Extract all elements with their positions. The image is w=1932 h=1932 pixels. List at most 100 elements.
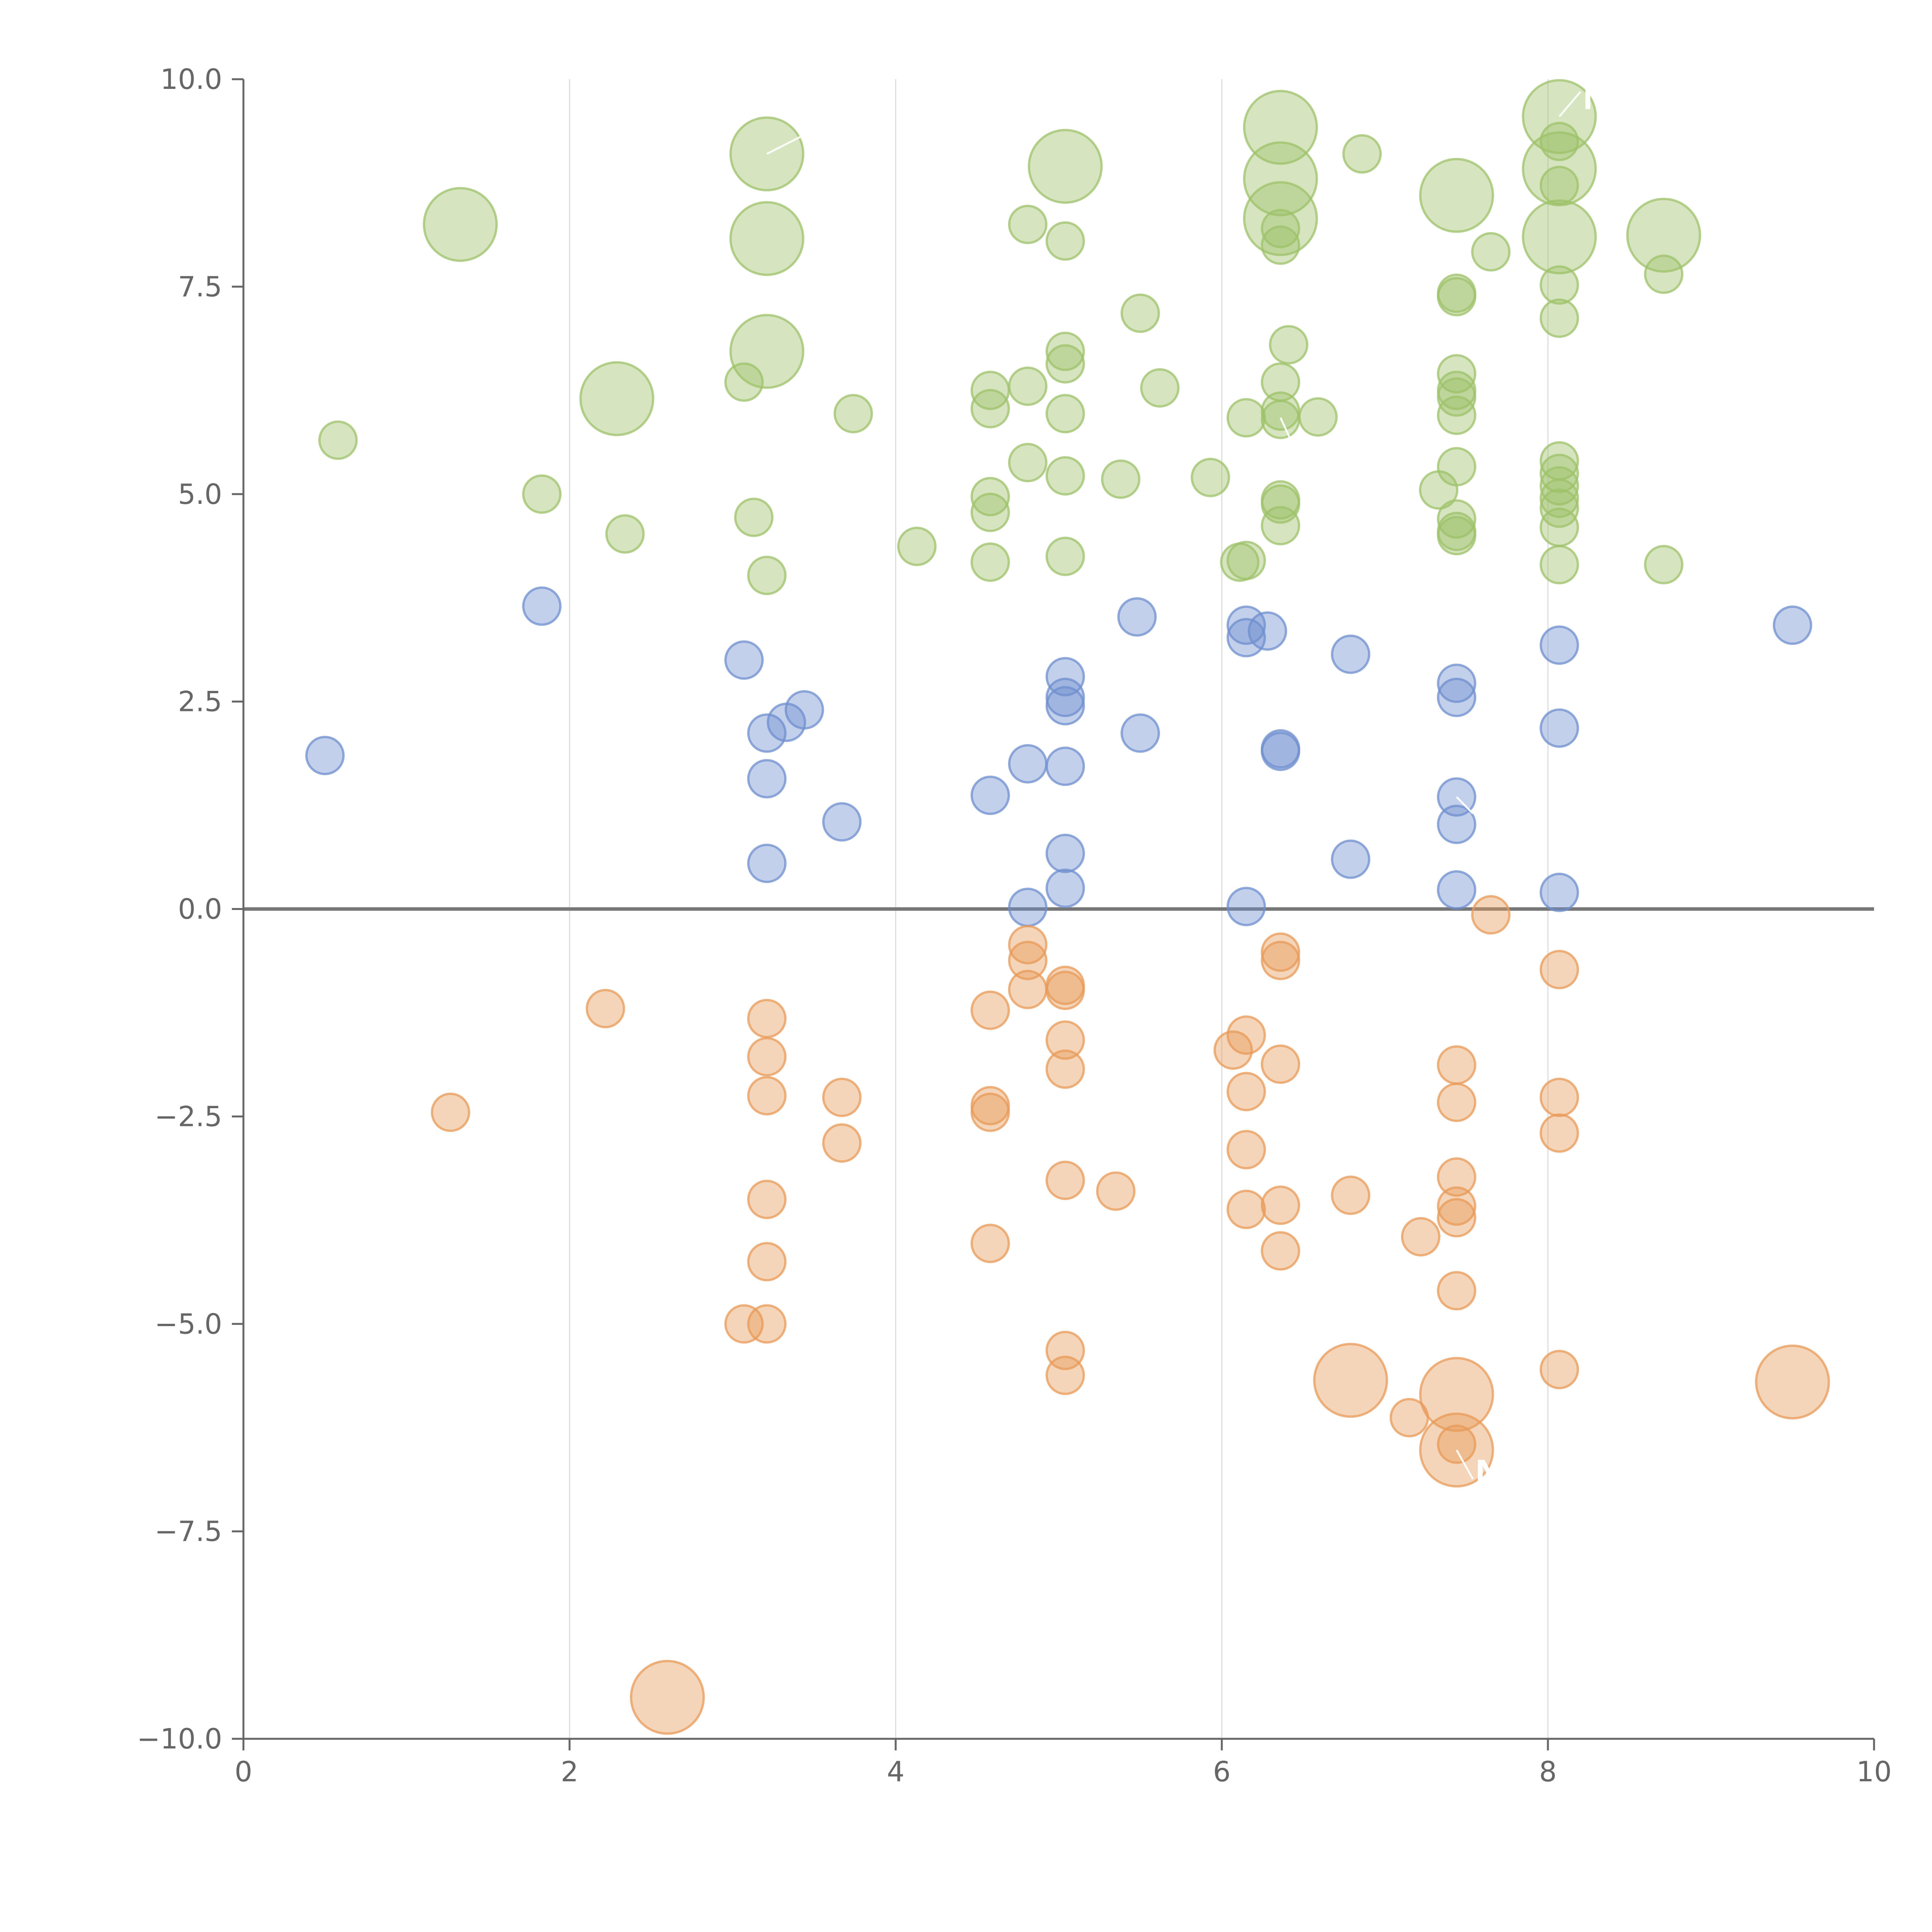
data-point-green bbox=[1269, 325, 1309, 365]
data-point-green bbox=[1260, 225, 1300, 265]
data-point-green bbox=[1260, 391, 1300, 431]
data-point-orange bbox=[747, 1037, 787, 1077]
data-point-blue bbox=[305, 736, 345, 776]
annotation-leader bbox=[1456, 796, 1474, 815]
data-point-orange bbox=[1331, 1175, 1371, 1215]
data-point-green bbox=[1437, 516, 1476, 556]
data-point-green bbox=[1626, 197, 1701, 273]
data-point-green bbox=[970, 542, 1010, 582]
data-point-orange bbox=[747, 1180, 787, 1219]
data-point-orange bbox=[630, 1660, 705, 1735]
data-point-blue bbox=[747, 759, 787, 799]
data-point-orange bbox=[585, 989, 625, 1029]
data-point-blue bbox=[1045, 747, 1085, 786]
data-point-orange bbox=[970, 1092, 1010, 1132]
annotation-leader bbox=[766, 132, 808, 155]
y-tick-label: −2.5 bbox=[155, 1100, 222, 1133]
data-point-green bbox=[1008, 443, 1048, 483]
x-tick-label: 0 bbox=[235, 1755, 252, 1788]
data-point-green bbox=[1419, 158, 1494, 233]
data-point-green bbox=[1260, 506, 1300, 546]
data-point-green bbox=[1243, 181, 1318, 256]
data-point-green bbox=[1437, 354, 1476, 394]
data-point-green bbox=[605, 514, 645, 554]
y-tick-label: −7.5 bbox=[155, 1515, 222, 1548]
data-point-green bbox=[1298, 397, 1338, 437]
point-annotation: D bbox=[808, 104, 846, 163]
data-point-green bbox=[833, 394, 873, 434]
annotation-leader bbox=[1456, 1449, 1474, 1480]
data-point-orange bbox=[970, 990, 1010, 1030]
annotation-leader bbox=[1558, 91, 1582, 117]
data-point-orange bbox=[747, 1076, 787, 1116]
data-point-green bbox=[1260, 484, 1300, 524]
data-point-orange bbox=[1226, 1071, 1266, 1111]
data-point-orange bbox=[1045, 1160, 1085, 1200]
data-point-orange bbox=[747, 1304, 787, 1344]
data-point-blue bbox=[1331, 634, 1371, 674]
data-point-blue bbox=[822, 802, 862, 842]
data-point-blue bbox=[747, 844, 787, 883]
data-point-orange bbox=[1313, 1343, 1388, 1418]
data-point-blue bbox=[1437, 677, 1476, 717]
data-point-green bbox=[1045, 536, 1085, 576]
data-point-orange bbox=[747, 998, 787, 1038]
data-point-blue bbox=[1117, 597, 1157, 637]
data-point-blue bbox=[784, 690, 824, 730]
data-point-green bbox=[1644, 545, 1684, 585]
data-point-orange bbox=[1008, 969, 1048, 1009]
data-point-blue bbox=[1045, 686, 1085, 726]
x-tick-label: 6 bbox=[1213, 1755, 1231, 1788]
data-point-green bbox=[1243, 141, 1318, 216]
data-point-orange bbox=[1437, 1045, 1476, 1085]
data-point-orange bbox=[1008, 940, 1048, 980]
points-layer bbox=[305, 79, 1830, 1735]
data-point-orange bbox=[1419, 1357, 1494, 1432]
data-point-green bbox=[897, 527, 937, 566]
point-annotation: RO bbox=[1302, 434, 1376, 493]
y-tick-label: 10.0 bbox=[160, 63, 222, 95]
data-point-green bbox=[1226, 398, 1266, 438]
data-point-orange bbox=[1213, 1030, 1253, 1070]
data-point-blue bbox=[1437, 870, 1476, 910]
data-point-blue bbox=[1045, 657, 1085, 697]
y-tick-label: 7.5 bbox=[178, 270, 222, 303]
data-point-orange bbox=[1096, 1171, 1136, 1211]
data-point-green bbox=[1644, 254, 1684, 294]
data-point-green bbox=[1045, 456, 1085, 496]
data-point-orange bbox=[1437, 1082, 1476, 1122]
data-point-blue bbox=[1260, 731, 1300, 771]
data-point-green bbox=[734, 497, 774, 537]
data-point-green bbox=[1027, 129, 1103, 204]
data-point-green bbox=[1260, 209, 1300, 248]
data-point-orange bbox=[1260, 940, 1300, 980]
data-point-green bbox=[1342, 134, 1382, 174]
data-point-blue bbox=[724, 640, 764, 680]
data-point-orange bbox=[430, 1092, 470, 1132]
data-point-green bbox=[1190, 457, 1230, 497]
data-point-blue bbox=[1539, 625, 1579, 665]
data-point-blue bbox=[1226, 618, 1266, 658]
data-point-green bbox=[1243, 90, 1318, 165]
data-point-blue bbox=[1331, 839, 1371, 879]
x-tick-label: 2 bbox=[561, 1755, 578, 1788]
point-annotation: NL bbox=[1580, 62, 1646, 121]
data-point-orange bbox=[1045, 1355, 1085, 1395]
data-point-orange bbox=[1437, 1198, 1476, 1238]
data-point-blue bbox=[522, 586, 562, 626]
data-point-blue bbox=[747, 713, 787, 753]
data-point-orange bbox=[747, 1242, 787, 1282]
data-point-green bbox=[1539, 478, 1579, 518]
data-point-green bbox=[1045, 221, 1085, 261]
data-point-orange bbox=[822, 1123, 862, 1163]
data-point-green bbox=[1539, 545, 1579, 585]
axes-layer: −10.0 −7.5 −5.0 −2.5 0.0 2.5 5.0 7.5 10.0 0 2 4 6 8 10 bbox=[137, 63, 1891, 1788]
data-point-green bbox=[724, 362, 764, 402]
annotation-layer: D NL RO R N bbox=[766, 62, 1646, 1509]
data-point-orange bbox=[1045, 970, 1085, 1010]
data-point-green bbox=[1522, 199, 1597, 275]
data-point-orange bbox=[1539, 1077, 1579, 1117]
y-tick-label: 5.0 bbox=[178, 478, 222, 510]
data-point-blue bbox=[1045, 677, 1085, 717]
data-point-blue bbox=[1226, 887, 1266, 927]
